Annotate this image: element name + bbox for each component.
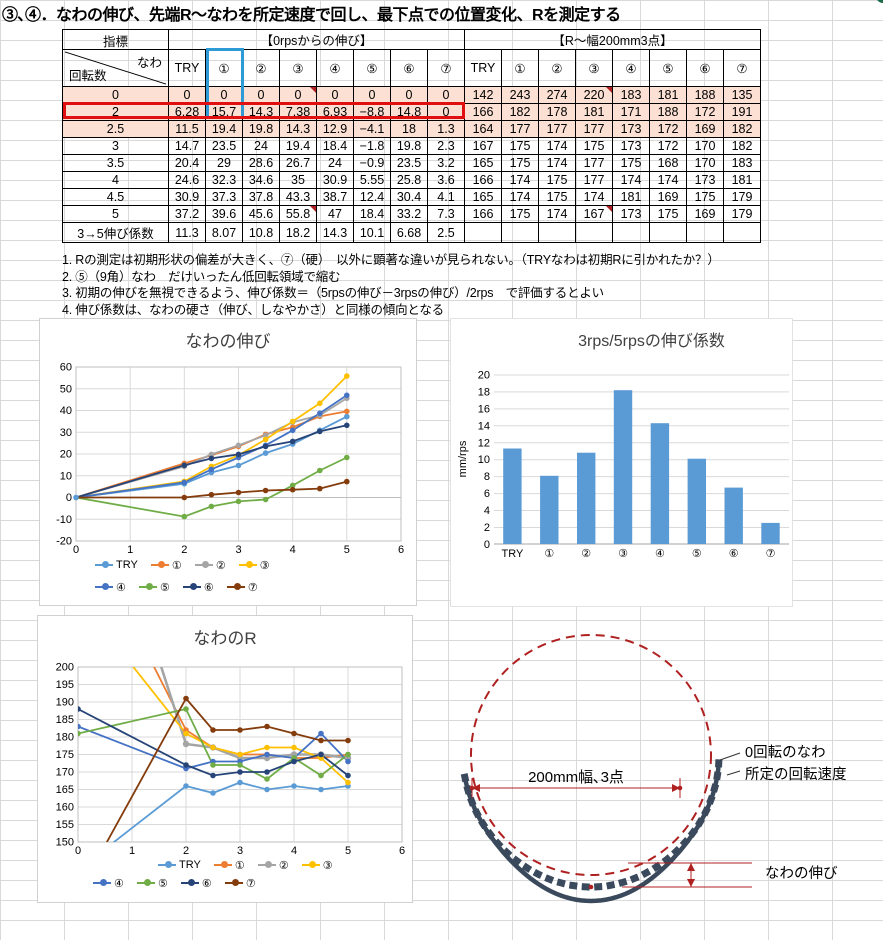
svg-text:6: 6 xyxy=(399,845,405,857)
svg-text:mm/rps: mm/rps xyxy=(457,440,469,477)
svg-text:150: 150 xyxy=(56,837,74,849)
svg-text:なわの伸び: なわの伸び xyxy=(765,865,838,882)
svg-text:8: 8 xyxy=(484,471,490,483)
svg-text:-10: -10 xyxy=(56,514,72,526)
svg-text:6: 6 xyxy=(398,544,404,556)
svg-text:18: 18 xyxy=(478,386,490,398)
svg-text:①: ① xyxy=(544,548,554,560)
svg-text:③: ③ xyxy=(618,548,628,560)
svg-text:195: 195 xyxy=(56,679,74,691)
svg-text:170: 170 xyxy=(56,767,74,779)
svg-text:60: 60 xyxy=(60,362,72,374)
svg-text:190: 190 xyxy=(56,697,74,709)
svg-text:⑥: ⑥ xyxy=(729,548,739,560)
svg-text:40: 40 xyxy=(60,405,72,417)
svg-text:5: 5 xyxy=(345,845,351,857)
svg-text:165: 165 xyxy=(56,784,74,796)
svg-text:3: 3 xyxy=(237,845,243,857)
svg-text:1: 1 xyxy=(127,544,133,556)
svg-text:0: 0 xyxy=(66,492,72,504)
svg-text:4: 4 xyxy=(484,505,490,517)
svg-text:0: 0 xyxy=(484,539,490,551)
svg-text:0: 0 xyxy=(75,845,81,857)
svg-text:6: 6 xyxy=(484,488,490,500)
svg-text:50: 50 xyxy=(60,383,72,395)
svg-text:0: 0 xyxy=(73,544,79,556)
svg-text:12: 12 xyxy=(478,437,490,449)
svg-text:②: ② xyxy=(581,548,591,560)
svg-text:2: 2 xyxy=(484,522,490,534)
svg-text:20: 20 xyxy=(60,449,72,461)
svg-text:所定の回転速度: 所定の回転速度 xyxy=(745,766,847,783)
svg-text:TRY: TRY xyxy=(501,548,523,560)
svg-text:2: 2 xyxy=(183,845,189,857)
svg-text:④: ④ xyxy=(655,548,665,560)
svg-text:30: 30 xyxy=(60,427,72,439)
svg-text:180: 180 xyxy=(56,732,74,744)
svg-text:155: 155 xyxy=(56,819,74,831)
svg-text:10: 10 xyxy=(478,454,490,466)
svg-text:175: 175 xyxy=(56,749,74,761)
svg-text:2: 2 xyxy=(181,544,187,556)
svg-text:200: 200 xyxy=(56,662,74,674)
svg-text:4: 4 xyxy=(291,845,297,857)
svg-text:20: 20 xyxy=(478,370,490,382)
svg-text:1: 1 xyxy=(129,845,135,857)
svg-text:0回転のなわ: 0回転のなわ xyxy=(745,744,826,761)
svg-text:160: 160 xyxy=(56,802,74,814)
svg-text:⑦: ⑦ xyxy=(766,548,776,560)
svg-text:14: 14 xyxy=(478,420,490,432)
svg-text:-20: -20 xyxy=(56,536,72,548)
svg-text:185: 185 xyxy=(56,714,74,726)
svg-text:3: 3 xyxy=(235,544,241,556)
svg-text:16: 16 xyxy=(478,403,490,415)
svg-text:⑤: ⑤ xyxy=(692,548,702,560)
svg-text:5: 5 xyxy=(344,544,350,556)
svg-text:4: 4 xyxy=(290,544,296,556)
svg-text:200mm幅､3点: 200mm幅､3点 xyxy=(528,769,624,786)
svg-text:10: 10 xyxy=(60,470,72,482)
